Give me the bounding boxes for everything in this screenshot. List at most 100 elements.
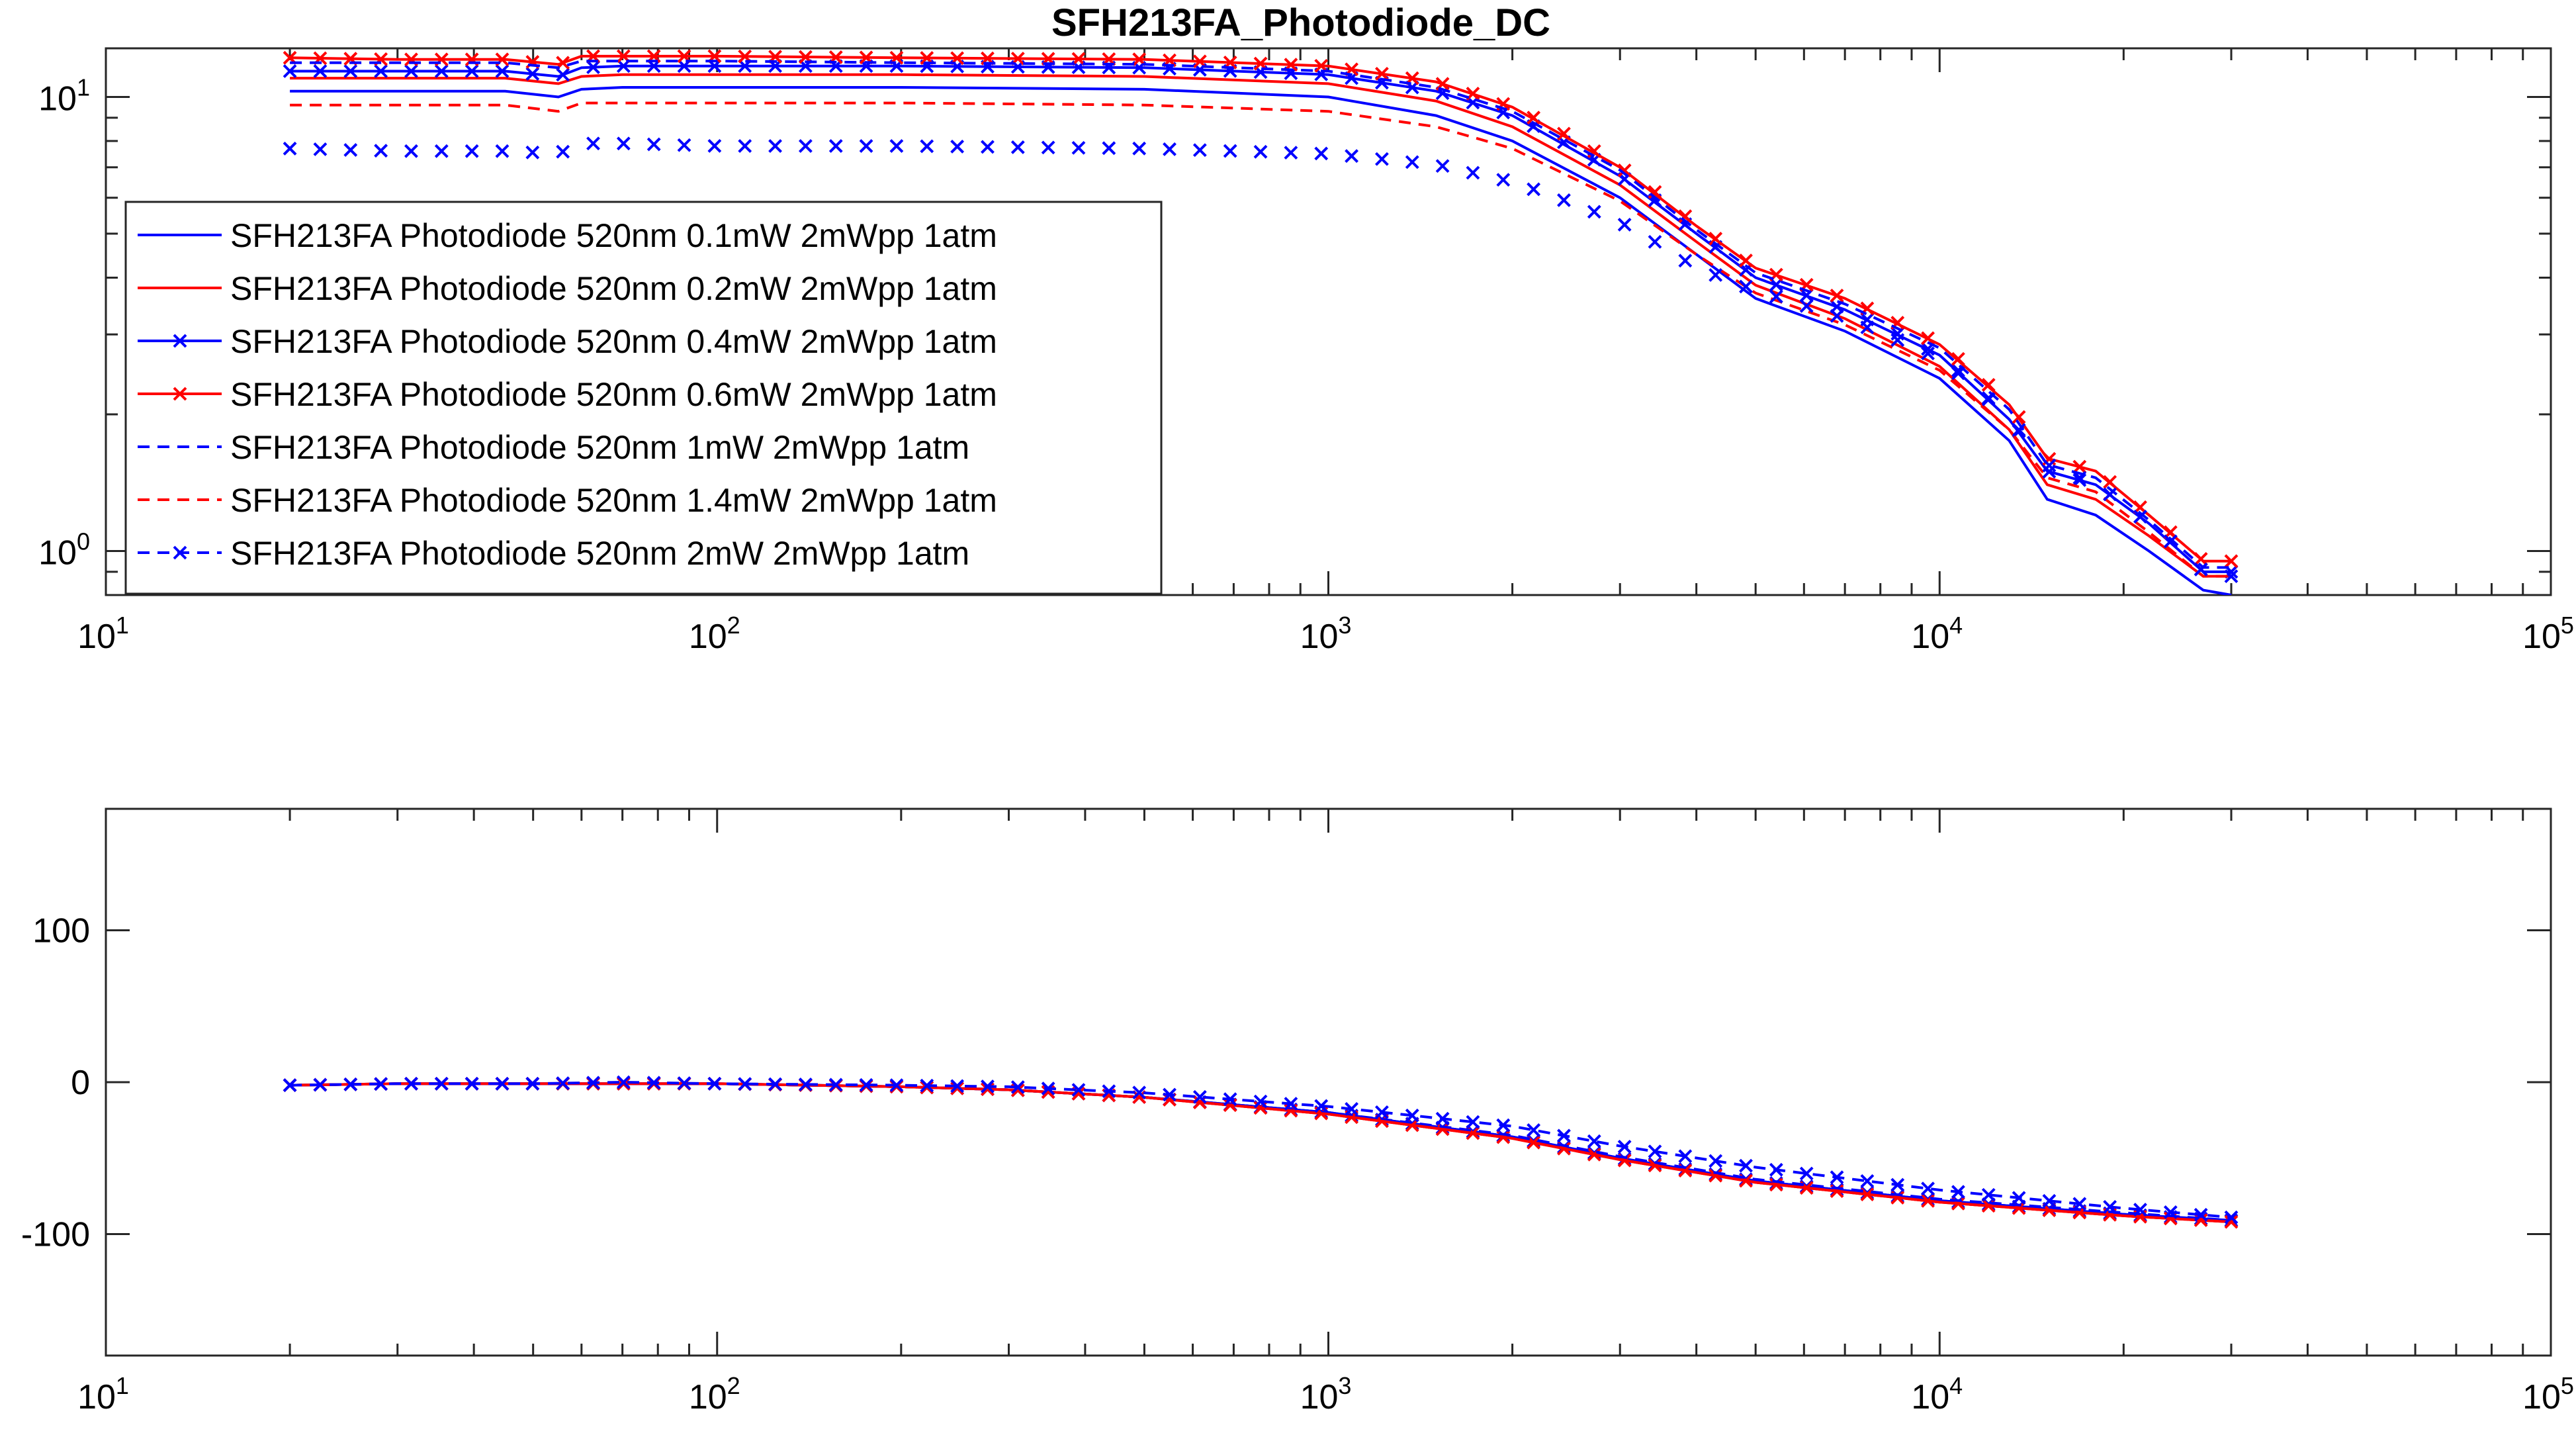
tick-label-base: 10	[1911, 1378, 1949, 1416]
legend-label-3: SFH213FA Photodiode 520nm 0.4mW 2mWpp 1a…	[230, 323, 997, 360]
phase-x-tick-label: 104	[1911, 1372, 1963, 1416]
magnitude-series-marker-7	[1253, 144, 1268, 159]
phase-y-tick-label: 0	[71, 1064, 90, 1102]
phase-series-marker-7	[950, 1079, 965, 1093]
phase-series-marker-7	[2133, 1203, 2147, 1217]
tick-label-base: 10	[2522, 1378, 2561, 1416]
magnitude-series-marker-7	[1192, 143, 1207, 158]
magnitude-series-marker-4	[1951, 351, 1965, 366]
legend-label-6: SFH213FA Photodiode 520nm 1.4mW 2mWpp 1a…	[230, 482, 997, 519]
tick-label-base: 10	[77, 1378, 116, 1416]
tick-label-base: 10	[38, 80, 77, 118]
phase-series-marker-7	[859, 1078, 873, 1092]
magnitude-series-marker-7	[1981, 392, 1996, 406]
phase-series-marker-7	[525, 1076, 540, 1091]
magnitude-series-marker-7	[1345, 149, 1358, 163]
phase-series-marker-7	[1921, 1181, 1935, 1196]
magnitude-series-marker-3	[2072, 473, 2087, 487]
magnitude-series-marker-7	[556, 144, 570, 159]
phase-x-tick-label: 101	[77, 1372, 129, 1416]
phase-series-marker-7	[1223, 1092, 1237, 1107]
magnitude-series-marker-3	[586, 60, 600, 75]
magnitude-series-marker-7	[889, 139, 904, 153]
magnitude-series-marker-7	[1010, 140, 1025, 154]
tick-label-exponent: 1	[77, 74, 90, 101]
phase-series-marker-7	[1284, 1097, 1298, 1111]
tick-label-base: 10	[689, 1378, 727, 1416]
phase-series-marker-7	[738, 1077, 752, 1091]
phase-series-marker-4	[1921, 1193, 1935, 1208]
figure-title: SFH213FA_Photodiode_DC	[1051, 1, 1550, 44]
magnitude-series-marker-7	[586, 136, 600, 151]
magnitude-series-marker-7	[283, 141, 297, 156]
phase-series-marker-7	[374, 1077, 388, 1091]
phase-ticks	[105, 809, 2551, 1356]
tick-label-exponent: 4	[1949, 1372, 1963, 1399]
phase-series-marker-7	[828, 1078, 843, 1092]
tick-label-exponent: 1	[116, 612, 129, 639]
phase-series-marker-7	[2103, 1199, 2117, 1214]
phase-x-tick-label: 103	[1300, 1372, 1352, 1416]
tick-label-base: 10	[1300, 1378, 1339, 1416]
magnitude-series-marker-7	[2194, 562, 2208, 577]
phase-series-marker-7	[1253, 1094, 1268, 1109]
magnitude-series-marker-7	[2042, 458, 2057, 473]
magnitude-series-marker-7	[1799, 299, 1814, 313]
magnitude-series-marker-7	[677, 138, 691, 152]
magnitude-series-marker-3	[525, 67, 540, 81]
phase-series-marker-4	[2194, 1213, 2208, 1227]
phase-series-marker-7	[616, 1075, 631, 1089]
phase-series-marker-7	[556, 1076, 570, 1090]
phase-series-marker-7	[1951, 1185, 1965, 1199]
phase-series-marker-7	[646, 1076, 661, 1090]
phase-series-marker-7	[798, 1077, 813, 1091]
magnitude-series-marker-7	[1405, 155, 1419, 169]
phase-series-marker-7	[1678, 1149, 1693, 1164]
magnitude-series-marker-7	[1374, 152, 1389, 166]
magnitude-series-marker-7	[981, 140, 995, 154]
magnitude-series-marker-7	[2224, 569, 2239, 584]
magnitude-series-marker-4	[1374, 66, 1389, 81]
phase-series-marker-7	[1496, 1118, 1511, 1132]
tick-label-exponent: 3	[1338, 612, 1351, 639]
magnitude-series-marker-7	[768, 139, 782, 153]
phase-series-marker-7	[2012, 1191, 2026, 1205]
magnitude-series-marker-3	[313, 64, 328, 78]
phase-y-tick-label: -100	[21, 1215, 90, 1254]
phase-x-tick-label: 102	[689, 1372, 740, 1416]
phase-series-marker-7	[677, 1076, 691, 1090]
magnitude-series-marker-7	[1496, 173, 1511, 187]
magnitude-series-marker-7	[1617, 217, 1632, 232]
legend-marker-3	[173, 334, 187, 348]
phase-series-marker-7	[1648, 1144, 1662, 1159]
magnitude-series-marker-7	[1890, 333, 1905, 347]
legend-label-7: SFH213FA Photodiode 520nm 2mW 2mWpp 1atm	[230, 535, 969, 572]
magnitude-series-marker-7	[1678, 254, 1693, 268]
phase-series	[283, 1075, 2239, 1229]
magnitude-series-line-2	[290, 73, 2231, 578]
magnitude-series-marker-4	[1435, 77, 1450, 91]
phase-series-marker-7	[1860, 1174, 1875, 1188]
phase-series-marker-7	[1981, 1187, 1996, 1202]
tick-label-exponent: 1	[116, 1372, 129, 1399]
magnitude-series-marker-4	[2072, 459, 2087, 474]
phase-series-marker-7	[1466, 1115, 1480, 1129]
magnitude-series-marker-7	[1557, 193, 1571, 207]
magnitude-series-marker-7	[313, 142, 328, 156]
magnitude-series-marker-7	[1769, 289, 1783, 304]
phase-series-marker-7	[889, 1078, 904, 1092]
magnitude-series-marker-7	[1830, 308, 1844, 323]
magnitude-series-marker-4	[2103, 475, 2117, 489]
phase-series-marker-7	[1132, 1085, 1147, 1100]
tick-label-exponent: 5	[2561, 1372, 2574, 1399]
magnitude-series-marker-4	[1830, 289, 1844, 302]
magnitude-series-marker-7	[434, 144, 449, 158]
magnitude-series-marker-7	[404, 144, 418, 158]
magnitude-series-marker-7	[2012, 423, 2026, 437]
magnitude-series-marker-7	[1132, 141, 1147, 156]
magnitude-series-marker-7	[2103, 487, 2117, 502]
phase-series-marker-7	[1010, 1080, 1025, 1094]
